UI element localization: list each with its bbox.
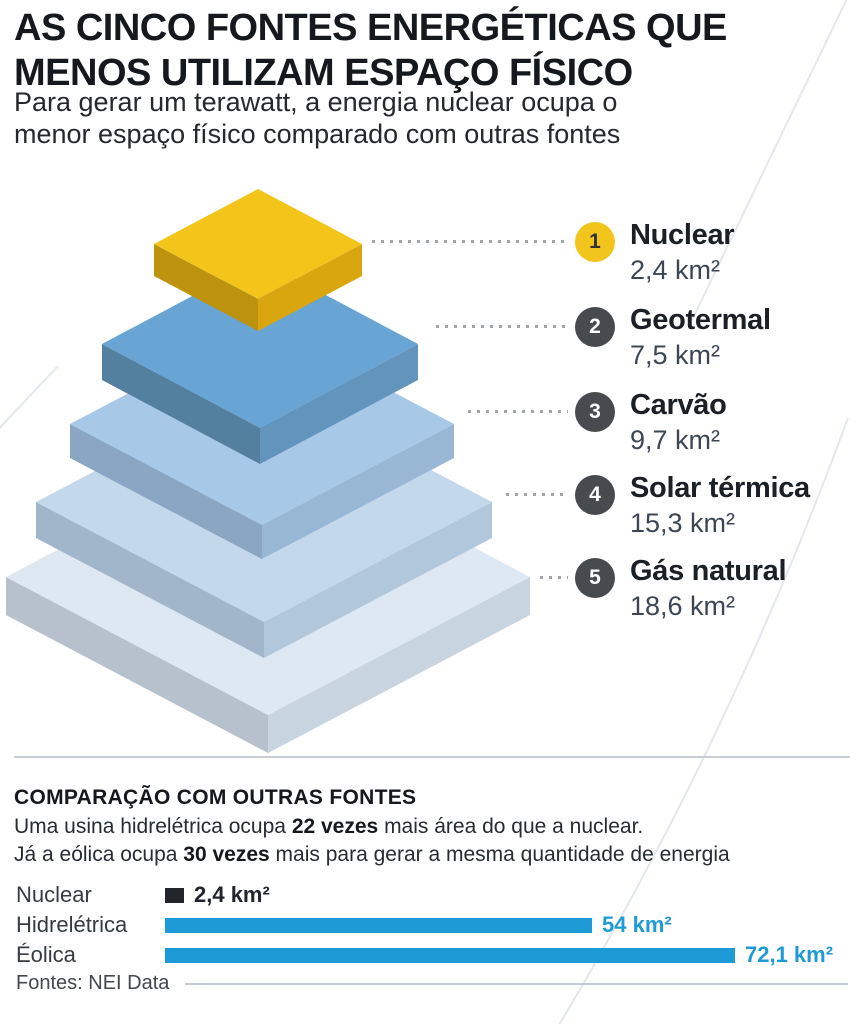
page-title: AS CINCO FONTES ENERGÉTICAS QUE MENOS UT… [14,6,727,96]
leader-line-3 [468,410,568,413]
leader-line-1 [372,240,568,243]
legend-row-carvao: 3 Carvão 9,7 km² [575,389,727,455]
bar-value: 72,1 km² [745,942,834,967]
pyramid-layer-2-left-face [102,344,260,464]
layer-name: Geotermal [630,304,771,336]
page-subtitle-line-1: Para gerar um terawatt, a energia nuclea… [14,87,618,117]
comparison-text-1-prefix: Uma usina hidrelétrica ocupa [14,815,292,838]
comparison-text-1-suffix: mais área do que a nuclear. [378,815,644,838]
rank-badge-1: 1 [575,222,615,262]
pyramid-layer-1-top-face [154,189,362,299]
legend-text: Carvão 9,7 km² [630,389,727,455]
rank-badge-3: 3 [575,392,615,432]
pyramid-chart [6,189,530,753]
comparison-text-2-bold: 30 vezes [183,843,270,866]
bar-eolica [165,947,735,963]
footer: Fontes: NEI Data [16,972,848,995]
comparison-text-1: Uma usina hidrelétrica ocupa 22 vezes ma… [14,814,643,840]
comparison-text-2: Já a eólica ocupa 30 vezes mais para ger… [14,842,730,868]
comparison-bar-chart: Nuclear 2,4 km² Hidrelétrica 54 km² Éoli… [16,880,852,970]
pyramid-layer-1-left-face [154,244,258,331]
bar-value: 2,4 km² [194,882,270,907]
legend-row-gas-natural: 5 Gás natural 18,6 km² [575,555,787,621]
pyramid-layer-3-left-face [70,424,262,559]
comparison-heading: COMPARAÇÃO COM OUTRAS FONTES [14,786,417,809]
pyramid-layer-2-right-face [260,344,418,464]
source-note: Fontes: NEI Data [16,972,170,994]
legend-text: Gás natural 18,6 km² [630,555,787,621]
bar-row-eolica: Éolica 72,1 km² [16,940,852,970]
bar-hidreletrica [165,917,592,933]
pyramid-layer-4-right-face [264,502,492,658]
rank-badge-5: 5 [575,558,615,598]
comparison-text-2-suffix: mais para gerar a mesma quantidade de en… [269,843,730,866]
legend-text: Solar térmica 15,3 km² [630,472,810,538]
legend-row-nuclear: 1 Nuclear 2,4 km² [575,219,735,285]
legend-row-solar-termica: 4 Solar térmica 15,3 km² [575,472,810,538]
legend-text: Nuclear 2,4 km² [630,219,735,285]
pyramid-layer-5-left-face [6,577,268,753]
layer-value: 9,7 km² [630,425,721,455]
pyramid-layer-nuclear [154,189,362,331]
layer-name: Nuclear [630,219,735,251]
leader-line-2 [436,325,568,328]
footer-rule [185,982,848,985]
page-title-line-2: MENOS UTILIZAM ESPAÇO FÍSICO [14,52,633,94]
legend-text: Geotermal 7,5 km² [630,304,771,370]
pyramid-layer-geotermal [102,260,418,464]
rank-badge-4: 4 [575,475,615,515]
pyramid-layer-5-right-face [268,577,530,753]
bar-row-nuclear: Nuclear 2,4 km² [16,880,852,910]
page-subtitle: Para gerar um terawatt, a energia nuclea… [14,86,620,150]
comparison-text-1-bold: 22 vezes [291,815,379,838]
pyramid-layer-4-left-face [36,502,264,658]
layer-value: 2,4 km² [630,255,721,285]
layer-name: Gás natural [630,555,787,587]
legend-row-geotermal: 2 Geotermal 7,5 km² [575,304,771,370]
pyramid-legend: 1 Nuclear 2,4 km² 2 Geotermal 7,5 km² 3 … [575,172,861,782]
pyramid-layer-3-right-face [262,424,454,559]
rank-badge-2: 2 [575,307,615,347]
page-title-line-1: AS CINCO FONTES ENERGÉTICAS QUE [14,7,727,49]
pyramid-layer-2-top-face [102,260,418,428]
layer-value: 18,6 km² [630,591,736,621]
layer-name: Solar térmica [630,472,810,504]
bar-nuclear [165,887,184,903]
bar-label: Nuclear [16,882,92,907]
layer-value: 15,3 km² [630,508,736,538]
bar-row-hidreletrica: Hidrelétrica 54 km² [16,910,852,940]
leader-line-5 [540,576,568,579]
leader-line-4 [506,493,568,496]
bar-label: Hidrelétrica [16,912,128,937]
section-divider [14,756,850,758]
pyramid-layer-1-right-face [258,244,362,331]
bar-value: 54 km² [602,912,672,937]
layer-value: 7,5 km² [630,340,721,370]
comparison-text-2-prefix: Já a eólica ocupa [14,843,184,866]
bar-label: Éolica [16,942,76,967]
page-subtitle-line-2: menor espaço físico comparado com outras… [14,119,621,149]
layer-name: Carvão [630,389,727,421]
